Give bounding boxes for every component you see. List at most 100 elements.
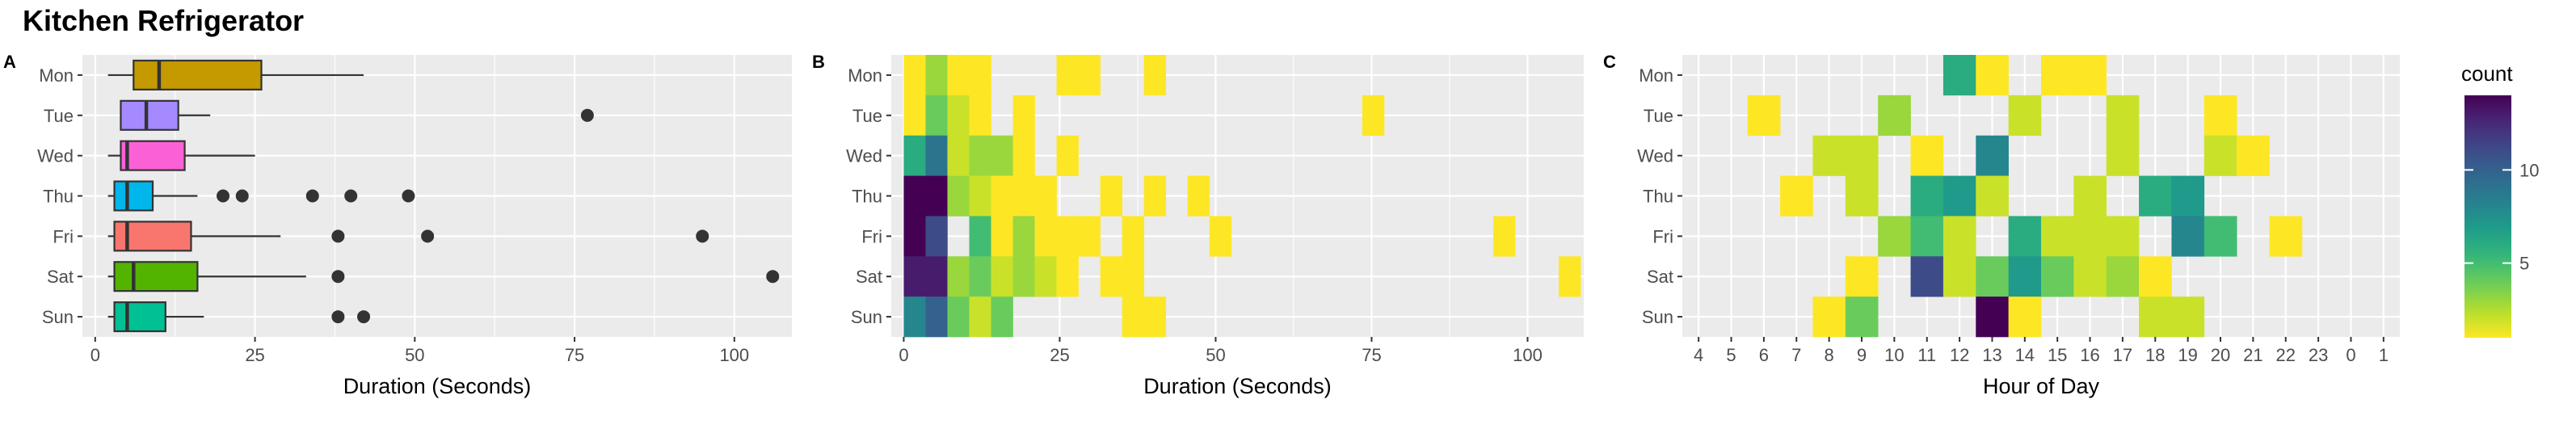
heatmap-cell — [1943, 216, 1976, 257]
x-axis-title: Duration (Seconds) — [343, 374, 532, 398]
x-tick-label: 11 — [1917, 345, 1936, 365]
heatmap-cell — [925, 175, 948, 217]
x-tick-label: 12 — [1950, 345, 1969, 365]
y-tick-label: Fri — [53, 226, 74, 246]
x-tick-label: 23 — [2309, 345, 2328, 365]
legend-colorbar — [2464, 95, 2511, 338]
heatmap-cell — [969, 216, 991, 257]
heatmap-cell — [1056, 216, 1079, 257]
heatmap-cell — [1910, 175, 1944, 217]
heatmap-cell — [2041, 216, 2074, 257]
x-tick-label: 50 — [1206, 345, 1225, 365]
box-outlier-point — [331, 270, 345, 284]
x-tick-label: 100 — [1513, 345, 1543, 365]
x-tick-label: 75 — [1362, 345, 1381, 365]
heatmap-cell — [1910, 216, 1944, 257]
heatmap-cell — [1943, 256, 1976, 297]
heatmap-cell — [925, 216, 948, 257]
heatmap-cell — [1845, 256, 1879, 297]
heatmap-cell — [1845, 135, 1879, 176]
heatmap-cell — [2269, 216, 2303, 257]
heatmap-cell — [1943, 175, 1976, 217]
y-tick-label: Wed — [1637, 146, 1673, 166]
x-tick-label: 18 — [2145, 345, 2165, 365]
y-tick-label: Sat — [1647, 267, 1673, 287]
heatmap-cell — [1976, 175, 2009, 217]
heatmap-cell — [947, 175, 970, 217]
heatmap-cell — [1780, 175, 1813, 217]
heatmap-cell — [903, 135, 926, 176]
heatmap-cell — [2106, 216, 2140, 257]
heatmap-cell — [1845, 175, 1879, 217]
heatmap-cell — [1976, 55, 2009, 96]
x-tick-label: 4 — [1694, 345, 1703, 365]
box-outlier-point — [235, 189, 249, 203]
heatmap-cell — [1143, 55, 1167, 96]
y-tick-label: Tue — [44, 106, 74, 126]
heatmap-cell — [947, 256, 970, 297]
box-outlier-point — [696, 229, 709, 243]
box-iqr — [120, 140, 186, 171]
heatmap-cell — [969, 135, 991, 176]
box-iqr — [113, 261, 199, 292]
heatmap-cell — [1943, 55, 1976, 96]
x-tick-label: 0 — [2346, 345, 2355, 365]
heatmap-cell — [1143, 297, 1167, 338]
heatmap-cell — [1209, 216, 1232, 257]
heatmap-cell — [2171, 175, 2205, 217]
figure-title: Kitchen Refrigerator — [23, 4, 304, 37]
heatmap-cell — [1878, 95, 1911, 137]
heatmap-cell — [1910, 256, 1944, 297]
heatmap-cell — [969, 95, 991, 137]
legend-title: count — [2461, 61, 2513, 86]
heatmap-cell — [1122, 297, 1144, 338]
heatmap-cell — [947, 135, 970, 176]
heatmap-cell — [1362, 95, 1385, 137]
x-tick-label: 19 — [2178, 345, 2197, 365]
heatmap-cell — [2171, 297, 2205, 338]
heatmap-cell — [947, 95, 970, 137]
panel-b-duration-heatmap: B 0 25 50 75 100 Duration (Seconds) Mon Tue Wed Th… — [812, 52, 1584, 398]
x-axis-title: Duration (Seconds) — [1143, 374, 1332, 398]
x-tick-label: 50 — [405, 345, 424, 365]
x-tick-label: 9 — [1857, 345, 1867, 365]
heatmap-cell — [2073, 216, 2107, 257]
heatmap-cell — [2008, 297, 2042, 338]
heatmap-cell — [2008, 256, 2042, 297]
legend-tick-label: 5 — [2519, 254, 2529, 274]
y-tick-label: Thu — [852, 187, 882, 207]
y-tick-label: Fri — [1652, 226, 1673, 246]
box-outlier-point — [217, 189, 230, 203]
y-tick-label: Sat — [47, 267, 74, 287]
x-tick-label: 0 — [90, 345, 100, 365]
heatmap-cell — [925, 135, 948, 176]
x-tick-label: 14 — [2015, 345, 2035, 365]
heatmap-cell — [947, 55, 970, 96]
heatmap-cell — [2106, 135, 2140, 176]
heatmap-cell — [2106, 256, 2140, 297]
y-tick-label: Sat — [856, 267, 882, 287]
x-tick-label: 25 — [245, 345, 264, 365]
box-iqr — [113, 301, 166, 333]
y-tick-label: Mon — [1639, 65, 1673, 86]
heatmap-cell — [2106, 95, 2140, 137]
heatmap-cell — [2008, 216, 2042, 257]
box-outlier-point — [357, 310, 371, 324]
x-tick-label: 16 — [2080, 345, 2099, 365]
heatmap-cell — [903, 55, 926, 96]
box-outlier-point — [421, 229, 435, 243]
panel-tag: C — [1603, 52, 1616, 72]
heatmap-cell — [2073, 175, 2107, 217]
x-tick-label: 8 — [1825, 345, 1834, 365]
heatmap-cell — [2237, 135, 2270, 176]
x-tick-label: 13 — [1982, 345, 2001, 365]
y-tick-label: Thu — [1643, 187, 1673, 207]
legend-tick-label: 10 — [2519, 160, 2539, 180]
heatmap-cell — [1747, 95, 1781, 137]
heatmap-cell — [969, 55, 991, 96]
heatmap-cell — [991, 135, 1013, 176]
y-tick-label: Thu — [43, 187, 74, 207]
heatmap-cell — [1056, 55, 1079, 96]
x-tick-label: 100 — [719, 345, 749, 365]
